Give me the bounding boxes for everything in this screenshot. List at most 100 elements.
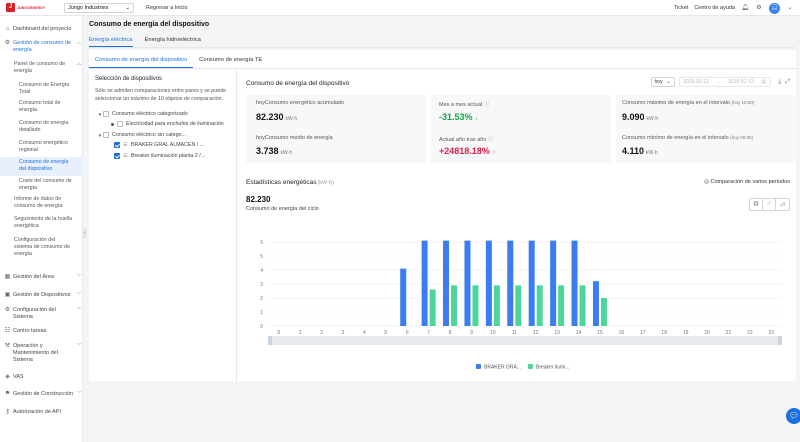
back-home-link[interactable]: Regresar a Inicio <box>146 4 188 11</box>
kpi-min-label: Consumo mínimo de energía en el interval… <box>622 135 753 141</box>
sidebar-subitem-cost[interactable]: Coste del consumo de energía <box>19 178 72 191</box>
checkbox[interactable] <box>103 111 109 117</box>
sidebar-subitem-device[interactable]: Consumo de energía del dispositivo <box>0 157 83 176</box>
y-tick-label: 1 <box>260 310 263 316</box>
sidebar-item-maintenance[interactable]: ⚒ Operación y Mantenimiento del Sistema … <box>0 343 83 364</box>
sidebar-item-tasks[interactable]: ☷ Centro tareas <box>0 328 83 335</box>
sidebar-subitem-detailed[interactable]: Consumo de energía detallado <box>19 120 69 133</box>
help-center-link[interactable]: Centro de ayuda <box>694 5 735 11</box>
chart-bar <box>493 285 500 326</box>
sidebar-item-dashboard[interactable]: ⌂ Dashboard del proyecto <box>0 26 83 33</box>
sidebar-item-system-config[interactable]: ⚙ Configuración del Sistema ﹀ <box>0 307 83 321</box>
kpi-hint: (hoy 06:00) <box>730 135 753 140</box>
y-tick-label: 5 <box>260 254 263 260</box>
sidebar-subitem-regional[interactable]: Consumo energético regional <box>19 140 68 153</box>
chevron-down-icon: ⌄ <box>666 79 671 85</box>
y-tick-label: 2 <box>260 296 263 302</box>
zoom-slider-handle-right <box>778 336 782 345</box>
caret-down-icon[interactable]: ▼ <box>97 132 103 138</box>
date-range-picker[interactable]: 2026-02-13 → 2026-02-13 ▤ <box>678 77 771 87</box>
chevron-down-icon[interactable]: ⌄ <box>787 5 793 11</box>
tree-node-lighting-outlets[interactable]: Electricidad para enchufes de iluminació… <box>108 120 224 128</box>
sidebar-item-construction[interactable]: ⚑ Gestión de Construcción ﹀ <box>0 391 83 398</box>
content-title: Consumo de energía del dispositivo <box>246 80 350 87</box>
period-select[interactable]: hoy ⌄ <box>650 77 675 87</box>
ticket-link[interactable]: Ticket <box>673 5 689 11</box>
line-chart-icon[interactable]: ⟋ <box>763 199 776 210</box>
avatar[interactable]: 👤︎ <box>769 2 780 14</box>
sidebar-item-label: Gestión de consumo de energía <box>13 40 72 53</box>
sidebar-item-label: Configuración del Sistema <box>13 307 56 320</box>
sidebar-subitem-total-consumption[interactable]: Consumo total de energía <box>19 100 61 113</box>
tab-electric[interactable]: Energía eléctrica <box>89 37 133 47</box>
chart-bar <box>515 285 522 326</box>
meter-icon: ☰ <box>123 153 128 159</box>
energy-type-tabs: Energía eléctrica Energía hidroeléctrica <box>89 37 201 47</box>
gear-icon[interactable]: ⚙ <box>756 5 762 11</box>
y-tick-label: 0 <box>260 324 263 330</box>
sidebar-item-devices[interactable]: ▣ Gestión de Dispositivos ﹀ <box>0 292 83 299</box>
sidebar-item-footprint[interactable]: Seguimiento de la huella energética <box>14 216 73 229</box>
kpi-label-text: Consumo mínimo de energía en el interval… <box>622 135 729 141</box>
tree-node-categorized[interactable]: ▼ Consumo eléctrico categorizado <box>97 110 188 118</box>
chart-bar <box>400 268 407 326</box>
date-start: 2026-02-13 <box>683 79 709 85</box>
kpi-yoy-value: +24818.18% ↑ <box>439 146 495 156</box>
task-icon: ☷ <box>4 328 11 334</box>
download-icon[interactable]: ⤓ <box>778 78 782 85</box>
tab-device-consumption[interactable]: Consumo de energía del dispositivo <box>89 55 194 68</box>
bell-icon[interactable]: 🔔︎ <box>741 5 749 11</box>
kpi-value: 9.090 <box>622 112 645 122</box>
sidebar-item-energy-panel[interactable]: Panel de consumo de energía ︿ <box>0 61 83 75</box>
x-tick-label: 17 <box>640 330 646 336</box>
x-tick-label: 19 <box>683 330 689 336</box>
chevron-down-icon: ﹀ <box>76 307 82 313</box>
kpi-average-value: 3.738 kW·h <box>256 146 292 156</box>
kpi-min-value: 4.110 kW·h <box>622 146 658 156</box>
sidebar-item-vas[interactable]: ◈ VAS <box>0 374 83 381</box>
sidebar-item-area[interactable]: ▦ Gestión del Área ﹀ <box>0 274 83 281</box>
chat-support-button[interactable]: 💬︎ <box>786 408 800 424</box>
x-tick-label: 8 <box>449 330 452 336</box>
checkbox[interactable] <box>103 132 109 138</box>
tab-hydro[interactable]: Energía hidroeléctrica <box>144 37 201 43</box>
stats-title: Estadísticas energéticas(kW·h) <box>246 179 334 186</box>
info-icon[interactable]: ⓘ <box>487 137 494 143</box>
tab-te-consumption[interactable]: Consumo de energía TE <box>199 57 263 63</box>
sidebar-item-api[interactable]: ⚷ Autorización de API <box>0 409 83 416</box>
area-chart-icon[interactable]: ◿ <box>780 201 785 207</box>
device-icon: ▣ <box>4 292 11 298</box>
kpi-card-accumulated <box>246 95 426 163</box>
chevron-down-icon: ﹀ <box>76 343 82 349</box>
sidebar-item-energy-report[interactable]: Informe de datos de consumo de energía <box>14 196 63 209</box>
checkbox-checked[interactable] <box>114 142 120 148</box>
kpi-value: 3.738 <box>256 146 279 156</box>
x-tick-label: 0 <box>277 330 280 336</box>
info-icon[interactable]: ⓘ <box>483 102 490 108</box>
legend-swatch <box>528 364 533 369</box>
caret-down-icon[interactable]: ▼ <box>97 111 103 117</box>
sidebar-item-energy-management[interactable]: ⚙ Gestión de consumo de energía ︿ <box>0 40 83 54</box>
kpi-yoy-label: Actual año tras año ⓘ <box>439 135 493 143</box>
chart-bar <box>485 240 492 326</box>
sidebar-subitem-total[interactable]: Consumo de Energía Total <box>19 82 70 95</box>
legend-label: Breaker ilumi... <box>536 365 569 371</box>
expand-icon[interactable]: ⤢ <box>785 78 790 85</box>
checkbox-checked[interactable] <box>114 153 120 159</box>
tree-node-braker-almacen[interactable]: ☰ BRAKER GRAL ALMACEN / ... <box>114 141 204 149</box>
org-select[interactable]: Jungo Industries ⌄ <box>64 2 134 13</box>
logo[interactable]: J JUNGOENERGY <box>6 3 60 12</box>
period-value: hoy <box>654 79 663 85</box>
bar-chart-icon[interactable]: ▥ <box>750 199 763 210</box>
chart-bar <box>600 298 607 326</box>
kpi-unit: kW·h <box>646 116 659 122</box>
tree-node-uncategorized[interactable]: ▼ Consumo eléctrico sin catego... <box>97 131 186 139</box>
logo-text: JUNGOENERGY <box>17 5 46 10</box>
chart-bar <box>571 240 578 326</box>
tree-node-breaker-planta2[interactable]: ☰ Breaker iluminación planta 2 /... <box>114 152 205 160</box>
sidebar-collapse-handle[interactable]: ‹ <box>83 228 87 238</box>
checkbox[interactable] <box>117 121 123 127</box>
sidebar-item-energy-config[interactable]: Configuración del sistema de consumo de … <box>14 237 70 257</box>
selection-title: Selección de dispositivos <box>95 76 163 82</box>
compare-periods-toggle[interactable]: ◎ Comparación de varios períodos <box>704 179 790 185</box>
